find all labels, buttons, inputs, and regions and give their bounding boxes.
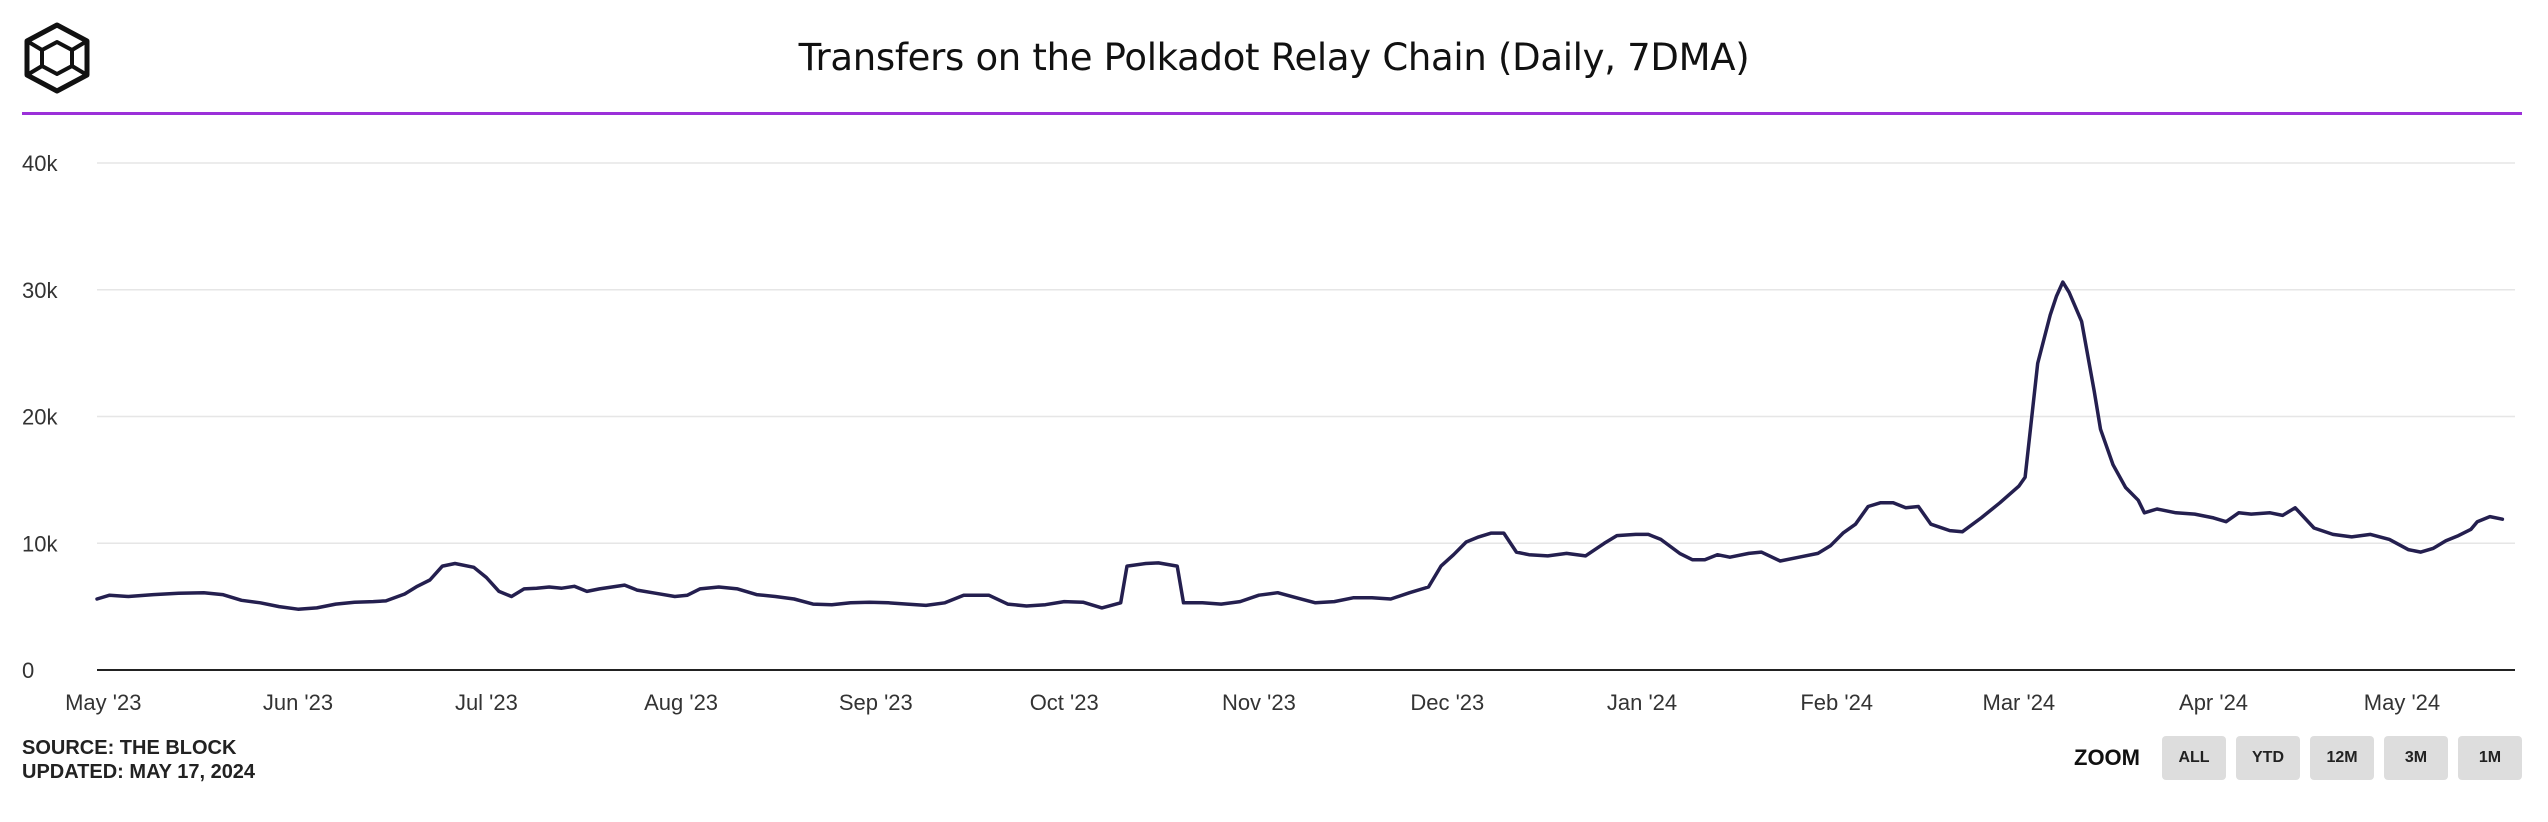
y-tick-label: 30k (22, 278, 58, 303)
x-tick-label: Aug '23 (644, 690, 718, 715)
zoom-12m-button[interactable]: 12M (2310, 736, 2374, 780)
series-line-transfers (95, 280, 2505, 611)
y-tick-label: 0 (22, 658, 34, 683)
chart-title: Transfers on the Polkadot Relay Chain (D… (798, 36, 1750, 79)
x-tick-label: Oct '23 (1030, 690, 1099, 715)
x-tick-label: May '23 (65, 690, 141, 715)
y-tick-label: 10k (22, 531, 58, 556)
x-tick-label: Jul '23 (455, 690, 518, 715)
x-axis-ticks: May '23 Jun '23 Jul '23 Aug '23 Sep '23 Oct '… (65, 690, 2440, 715)
zoom-all-button[interactable]: ALL (2162, 736, 2226, 780)
updated-text: UPDATED: MAY 17, 2024 (22, 761, 256, 783)
the-block-cube-logo-icon (24, 22, 90, 94)
zoom-label: ZOOM (2074, 745, 2140, 770)
x-tick-label: Dec '23 (1410, 690, 1484, 715)
y-tick-label: 40k (22, 151, 58, 176)
zoom-3m-button[interactable]: 3M (2384, 736, 2448, 780)
y-tick-label: 20k (22, 405, 58, 430)
zoom-1m-button[interactable]: 1M (2458, 736, 2522, 780)
x-tick-label: Apr '24 (2179, 690, 2248, 715)
x-tick-label: Sep '23 (839, 690, 913, 715)
footer-source-block: SOURCE: THE BLOCK UPDATED: MAY 17, 2024 (22, 736, 255, 784)
zoom-ytd-button[interactable]: YTD (2236, 736, 2300, 780)
x-tick-label: May '24 (2364, 690, 2440, 715)
series-layer (95, 280, 2505, 611)
y-axis-ticks: 0 10k 20k 30k 40k (22, 151, 58, 683)
x-tick-label: Jun '23 (263, 690, 333, 715)
x-tick-label: Nov '23 (1222, 690, 1296, 715)
grid-lines (97, 162, 2515, 544)
zoom-controls: ZOOM ALL YTD 12M 3M 1M (2074, 736, 2522, 780)
x-tick-label: Feb '24 (1800, 690, 1873, 715)
source-text: SOURCE: THE BLOCK (22, 737, 237, 759)
line-chart: 0 10k 20k 30k 40k May '23 Jun '23 Jul '23 Aug '… (22, 151, 2515, 715)
x-tick-label: Mar '24 (1983, 690, 2056, 715)
x-tick-label: Jan '24 (1607, 690, 1677, 715)
title-divider (22, 112, 2522, 115)
